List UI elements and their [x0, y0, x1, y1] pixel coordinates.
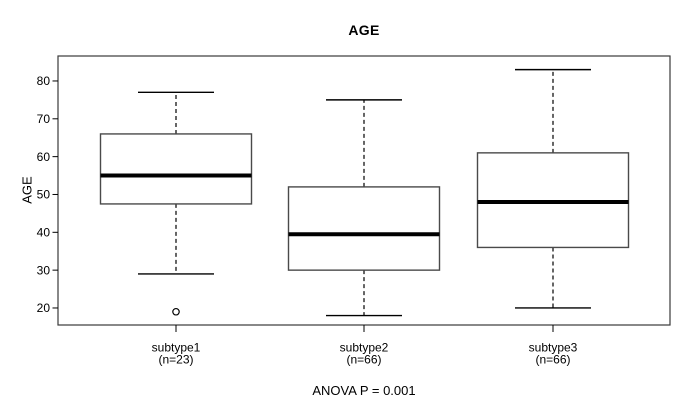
- x-axis-count-label: (n=23): [158, 353, 193, 367]
- y-axis-tick-label: 50: [37, 188, 51, 202]
- chart-title: AGE: [348, 22, 380, 38]
- y-axis-tick-label: 60: [37, 150, 51, 164]
- y-axis-tick-label: 40: [37, 226, 51, 240]
- anova-annotation: ANOVA P = 0.001: [312, 383, 416, 398]
- y-axis-tick-label: 70: [37, 112, 51, 126]
- y-axis-tick-label: 80: [37, 74, 51, 88]
- boxplot-subtype2: subtype2(n=66): [287, 99, 441, 367]
- y-axis-tick-label: 20: [37, 301, 51, 315]
- boxplot-subtype3: subtype3(n=66): [476, 68, 630, 367]
- x-axis-group-label: subtype1: [152, 341, 201, 355]
- outlier-point: [172, 307, 180, 316]
- box-iqr: [287, 186, 441, 271]
- x-axis-group-label: subtype3: [529, 341, 578, 355]
- boxplot-subtype1: subtype1(n=23): [99, 91, 253, 367]
- box-iqr: [99, 133, 253, 205]
- x-axis-count-label: (n=66): [535, 353, 570, 367]
- x-axis-count-label: (n=66): [346, 353, 381, 367]
- x-axis-group-label: subtype2: [340, 341, 389, 355]
- y-axis-tick-label: 30: [37, 263, 51, 277]
